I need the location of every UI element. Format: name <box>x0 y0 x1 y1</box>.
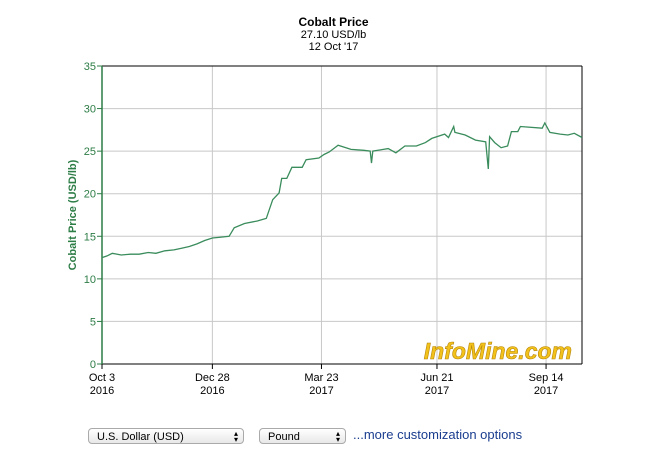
chart-subtitle-price: 27.10 USD/lb <box>300 29 367 41</box>
x-tick-year-label: 2017 <box>425 385 449 397</box>
y-tick-label: 35 <box>84 61 96 73</box>
chart-title: Cobalt Price <box>298 15 369 29</box>
chart-subtitle-date: 12 Oct '17 <box>308 41 359 53</box>
currency-select-value: U.S. Dollar (USD) <box>97 431 184 443</box>
y-tick-label: 0 <box>90 359 96 371</box>
x-tick-label: Sep 14 <box>529 372 564 384</box>
x-tick-label: Jun 21 <box>420 372 453 384</box>
unit-select[interactable]: Pound ▴ ▾ <box>259 428 346 444</box>
x-tick-label: Mar 23 <box>304 372 338 384</box>
infomine-watermark: InfoMine.com <box>424 338 572 364</box>
y-tick-label: 5 <box>90 316 96 328</box>
y-tick-label: 10 <box>84 274 96 286</box>
x-tick-year-label: 2017 <box>534 385 558 397</box>
y-tick-label: 20 <box>84 189 96 201</box>
x-tick-year-label: 2017 <box>309 385 333 397</box>
y-axis-label: Cobalt Price (USD/lb) <box>67 159 79 270</box>
x-tick-year-label: 2016 <box>90 385 114 397</box>
x-tick-label: Oct 3 <box>89 372 115 384</box>
y-tick-label: 25 <box>84 146 96 158</box>
y-tick-label: 15 <box>84 231 96 243</box>
currency-select[interactable]: U.S. Dollar (USD) ▴ ▾ <box>88 428 244 444</box>
x-tick-year-label: 2016 <box>200 385 224 397</box>
unit-select-value: Pound <box>268 431 300 443</box>
plot-area <box>102 66 582 364</box>
y-tick-label: 30 <box>84 104 96 116</box>
x-tick-label: Dec 28 <box>195 372 230 384</box>
select-arrows-icon: ▴ ▾ <box>335 429 340 444</box>
more-customization-link[interactable]: ...more customization options <box>353 427 523 442</box>
select-arrows-icon: ▴ ▾ <box>233 429 238 444</box>
